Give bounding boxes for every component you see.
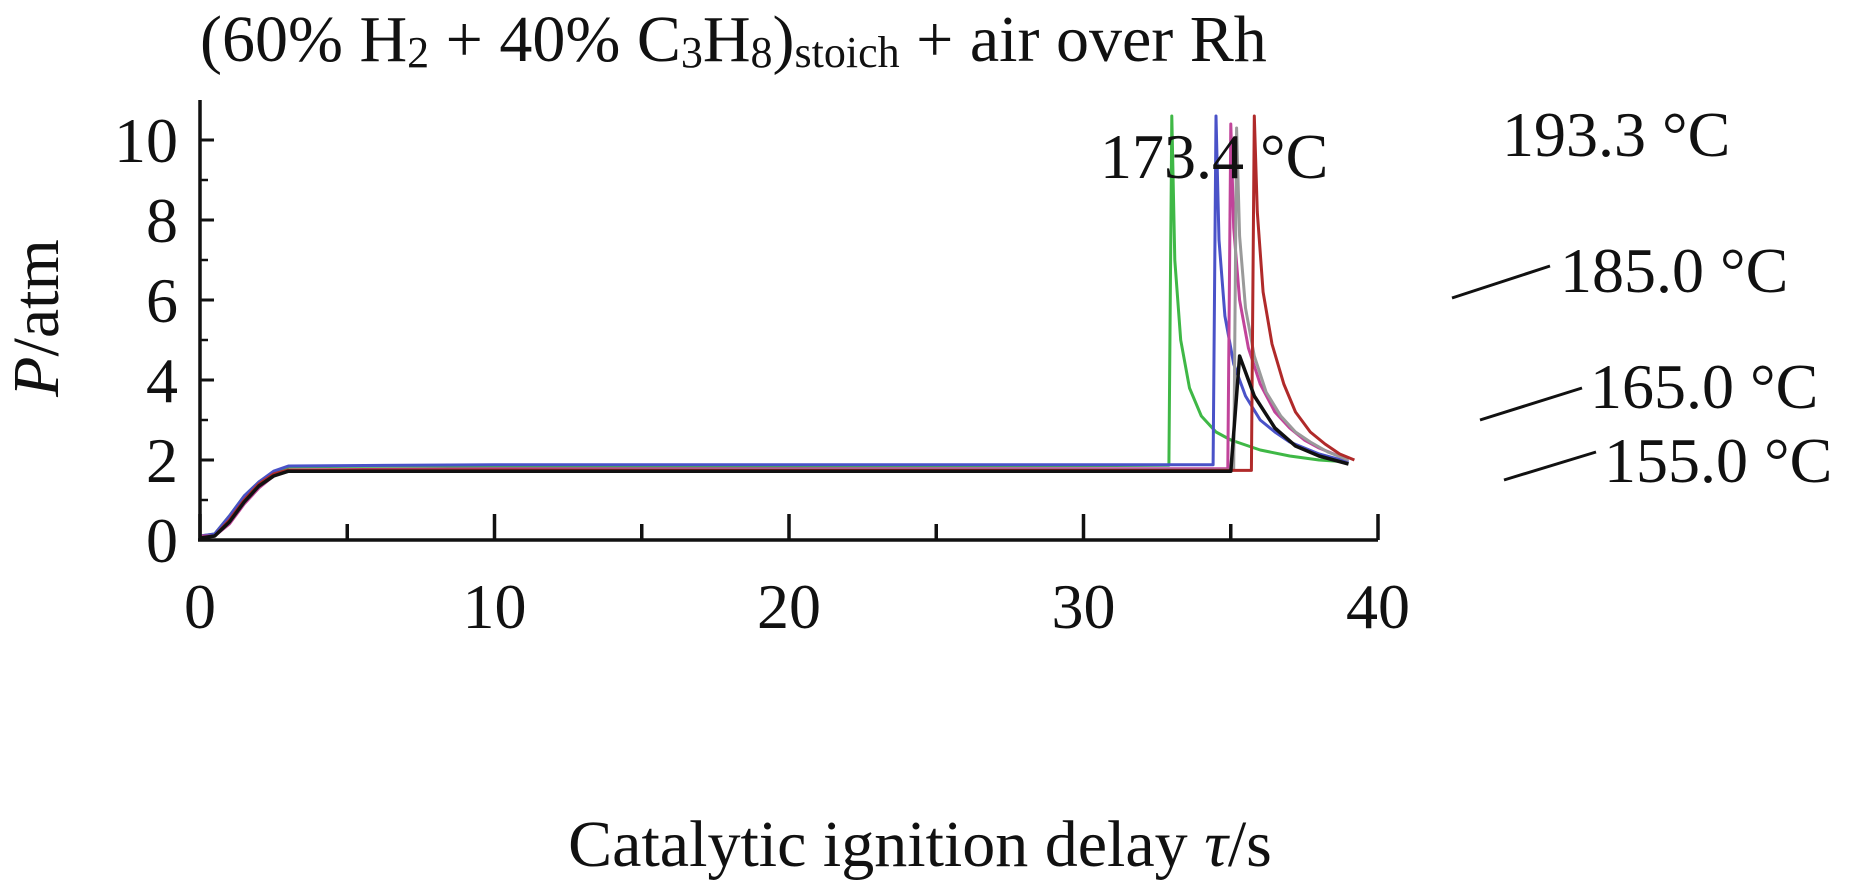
annotation-label-1933: 193.3 °C: [1502, 99, 1730, 170]
chart-title: (60% H2 + 40% C3H8)stoich + air over Rh: [200, 3, 1267, 77]
x-axis-title: Catalytic ignition delay τ/s: [568, 808, 1272, 881]
x-tick-label-30: 30: [1052, 571, 1116, 642]
x-tick-label-10: 10: [463, 571, 527, 642]
annotation-leader-1850: [1451, 264, 1551, 300]
y-tick-label-4: 4: [146, 345, 178, 416]
annotation-label-1734: 173.4 °C: [1100, 121, 1328, 192]
x-tick-label-40: 40: [1346, 571, 1410, 642]
axes-layer: 0 2 4 6 8 10 0 10 20 30 40: [114, 100, 1410, 642]
y-axis-title: P/atm: [0, 239, 73, 398]
annotation-leader-1650: [1479, 386, 1583, 422]
annotation-label-1850: 185.0 °C: [1560, 235, 1788, 306]
y-tick-label-10: 10: [114, 105, 178, 176]
y-tick-label-6: 6: [146, 265, 178, 336]
series-line-1850: [199, 114, 1349, 538]
x-tick-label-20: 20: [757, 571, 821, 642]
series-line-baseline: [199, 354, 1349, 540]
y-tick-label-8: 8: [146, 185, 178, 256]
annotation-leader-1550: [1503, 450, 1597, 482]
x-tick-label-0: 0: [184, 571, 216, 642]
series-layer: [199, 114, 1355, 540]
annotation-label-1650: 165.0 °C: [1590, 351, 1818, 422]
y-tick-label-2: 2: [146, 425, 178, 496]
annotation-label-1550: 155.0 °C: [1604, 425, 1832, 496]
y-tick-label-0: 0: [146, 505, 178, 576]
